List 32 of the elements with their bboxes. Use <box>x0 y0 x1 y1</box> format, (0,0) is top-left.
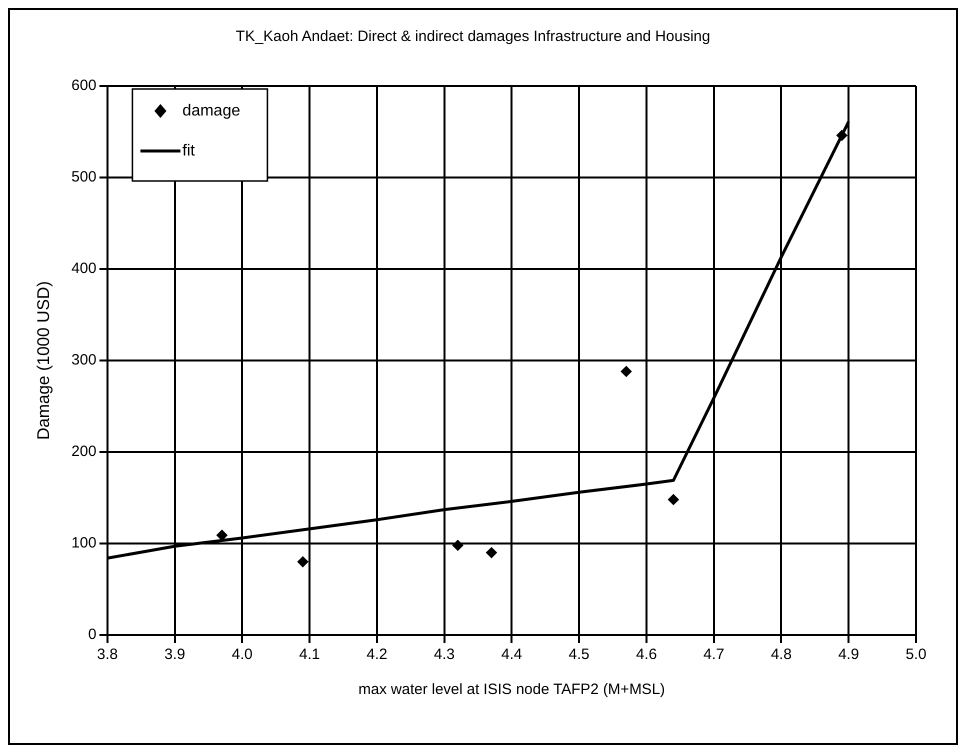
x-tick-label: 4.3 <box>434 646 455 664</box>
x-tick-label: 4.4 <box>501 646 522 664</box>
x-tick-label: 3.8 <box>96 646 118 664</box>
x-tick-label: 3.9 <box>164 646 186 664</box>
y-tick-label: 300 <box>71 352 96 369</box>
point <box>216 530 228 541</box>
x-tick-label: 4.7 <box>703 646 724 664</box>
point <box>836 130 848 141</box>
point <box>297 556 308 568</box>
point <box>486 547 497 558</box>
y-tick-label: 200 <box>71 443 96 460</box>
x-axis-title: max water level at ISIS node TAFP2 (M+MSL) <box>358 681 666 698</box>
chart-title: TK_Kaoh Andaet: Direct & indirect damages Infrastructure and Housing <box>236 28 710 46</box>
y-axis-title: Damage (1000 USD) <box>34 281 53 440</box>
y-tick-label: 400 <box>71 260 96 278</box>
legend-label: damage <box>182 102 240 120</box>
x-tick-label: 4.2 <box>366 646 388 664</box>
point <box>452 540 464 551</box>
x-tick-label: 5.0 <box>906 646 926 664</box>
x-tick-label: 4.8 <box>770 646 792 664</box>
x-tick-label: 4.9 <box>838 646 860 664</box>
x-tick-label: 4.1 <box>299 646 320 664</box>
legend-label: fit <box>182 142 196 160</box>
y-tick-label: 100 <box>71 534 96 552</box>
y-tick-label: 600 <box>71 77 96 94</box>
point <box>668 494 679 506</box>
y-tick-label: 0 <box>88 626 96 644</box>
y-tick-label: 500 <box>71 168 96 186</box>
x-tick-label: 4.0 <box>232 646 253 664</box>
x-tick-label: 4.5 <box>568 646 590 664</box>
point <box>620 366 632 377</box>
x-tick-label: 4.6 <box>636 646 657 664</box>
